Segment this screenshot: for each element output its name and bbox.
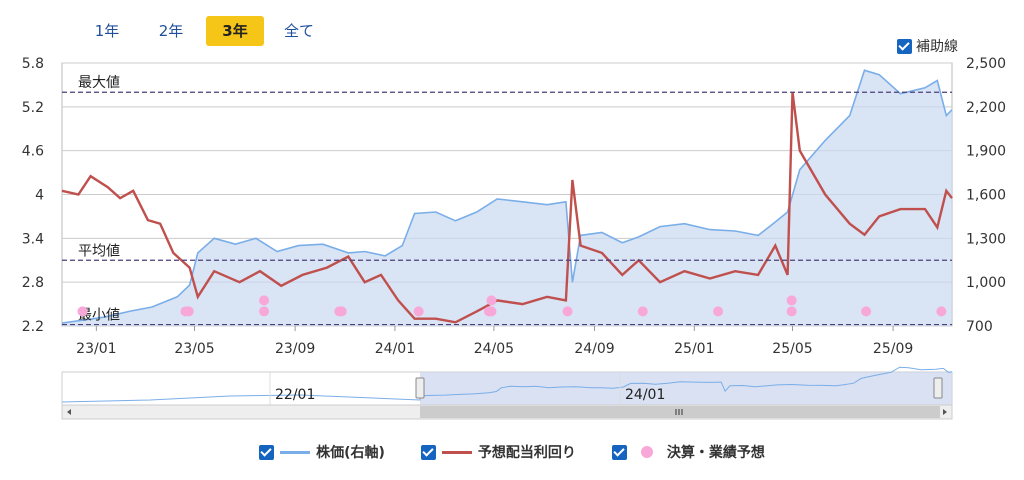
- left-tick-label: 5.8: [22, 56, 44, 72]
- navigator-handle[interactable]: [933, 377, 943, 399]
- earnings-marker: [713, 306, 724, 317]
- earnings-marker: [861, 306, 872, 317]
- left-tick-label: 5.2: [22, 100, 44, 116]
- ref-label: 平均値: [78, 243, 120, 259]
- legend-price[interactable]: 株価(右軸): [259, 442, 385, 462]
- earnings-marker: [936, 306, 947, 317]
- scrollbar-thumb[interactable]: [420, 406, 940, 418]
- tab-all[interactable]: 全て: [283, 22, 314, 40]
- right-axis-ticks: 2,500 2,200 1,900 1,600 1,300 1,000 700: [966, 56, 1006, 335]
- navigator-label: 22/01: [275, 387, 315, 403]
- x-tick-label: 23/05: [174, 341, 214, 357]
- price-swatch: [280, 450, 311, 454]
- scroll-right-icon: [943, 409, 947, 415]
- earnings-swatch: [640, 446, 653, 458]
- x-tick-label: 23/09: [275, 341, 315, 357]
- earnings-marker: [486, 306, 497, 317]
- x-tick-label: 25/09: [873, 341, 913, 357]
- right-tick-label: 700: [966, 319, 993, 335]
- legend-price-label: 株価(右軸): [316, 445, 385, 461]
- earnings-marker: [259, 306, 270, 317]
- earnings-marker: [77, 306, 88, 317]
- legend-yield-label: 予想配当利回り: [477, 445, 576, 461]
- legend: 株価(右軸) 予想配当利回り 決算・業績予想: [0, 442, 1024, 462]
- ref-label: 最大値: [78, 75, 120, 91]
- navigator-label: 24/01: [625, 387, 665, 403]
- price-line: [61, 69, 953, 324]
- earnings-markers: [77, 295, 947, 317]
- aux-line-toggle[interactable]: 補助線: [897, 36, 958, 56]
- right-tick-label: 2,200: [966, 100, 1006, 116]
- yield-swatch: [441, 450, 472, 454]
- aux-line-checkbox[interactable]: [897, 38, 912, 54]
- legend-earnings[interactable]: 決算・業績予想: [611, 442, 765, 462]
- tab-3year[interactable]: 3年: [206, 16, 264, 46]
- legend-yield[interactable]: 予想配当利回り: [420, 442, 576, 462]
- x-tick-label: 24/09: [574, 341, 614, 357]
- navigator-line: [61, 366, 953, 403]
- scroll-left-icon: [67, 409, 71, 415]
- earnings-marker: [413, 306, 424, 317]
- earnings-marker: [486, 295, 497, 306]
- chart: 5.8 5.2 4.6 4 3.4 2.8 2.2 2,500 2,200 1,900 1,600…: [22, 56, 1006, 420]
- earnings-marker: [259, 295, 270, 306]
- left-tick-label: 2.8: [22, 275, 44, 291]
- range-tabs: 1年 2年 3年 全て: [78, 16, 334, 46]
- earnings-marker: [562, 306, 573, 317]
- aux-line-label: 補助線: [916, 39, 958, 55]
- left-tick-label: 2.2: [22, 319, 44, 335]
- x-tick-label: 24/01: [375, 341, 415, 357]
- x-tick-label: 24/05: [474, 341, 514, 357]
- tab-2year[interactable]: 2年: [158, 22, 184, 40]
- x-axis-ticks: 23/01 23/05 23/09 24/01 24/05 24/09 25/01 25/05…: [76, 326, 913, 357]
- navigator-handle[interactable]: [415, 377, 425, 399]
- left-tick-label: 3.4: [22, 231, 44, 247]
- x-tick-label: 25/05: [772, 341, 812, 357]
- left-axis-ticks: 5.8 5.2 4.6 4 3.4 2.8 2.2: [22, 56, 44, 335]
- legend-price-checkbox[interactable]: [259, 444, 275, 460]
- tab-1year[interactable]: 1年: [94, 22, 120, 40]
- earnings-marker: [786, 295, 797, 306]
- right-tick-label: 1,600: [966, 188, 1006, 204]
- legend-yield-checkbox[interactable]: [420, 444, 436, 460]
- right-tick-label: 2,500: [966, 56, 1006, 72]
- yield-line: [61, 92, 953, 324]
- navigator[interactable]: 22/01 24/01: [61, 366, 953, 420]
- right-tick-label: 1,900: [966, 144, 1006, 160]
- right-tick-label: 1,300: [966, 231, 1006, 247]
- price-area: [62, 70, 952, 326]
- earnings-marker: [786, 306, 797, 317]
- earnings-marker: [183, 306, 194, 317]
- legend-earnings-label: 決算・業績予想: [666, 445, 765, 461]
- left-tick-label: 4.6: [22, 144, 44, 160]
- right-tick-label: 1,000: [966, 275, 1006, 291]
- x-tick-label: 23/01: [76, 341, 116, 357]
- legend-earnings-checkbox[interactable]: [611, 444, 627, 460]
- x-tick-label: 25/01: [674, 341, 714, 357]
- earnings-marker: [637, 306, 648, 317]
- ref-label: 最小値: [78, 308, 120, 324]
- earnings-marker: [336, 306, 347, 317]
- left-tick-label: 4: [35, 188, 44, 204]
